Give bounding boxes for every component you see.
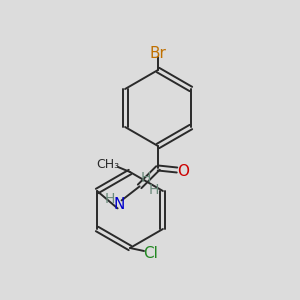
Text: N: N <box>114 197 125 212</box>
Text: H: H <box>148 183 159 197</box>
Text: CH₃: CH₃ <box>96 158 120 170</box>
Text: Cl: Cl <box>144 247 158 262</box>
Text: Br: Br <box>150 46 166 61</box>
Text: H: H <box>141 171 151 185</box>
Text: H: H <box>104 192 115 206</box>
Text: O: O <box>177 164 189 178</box>
